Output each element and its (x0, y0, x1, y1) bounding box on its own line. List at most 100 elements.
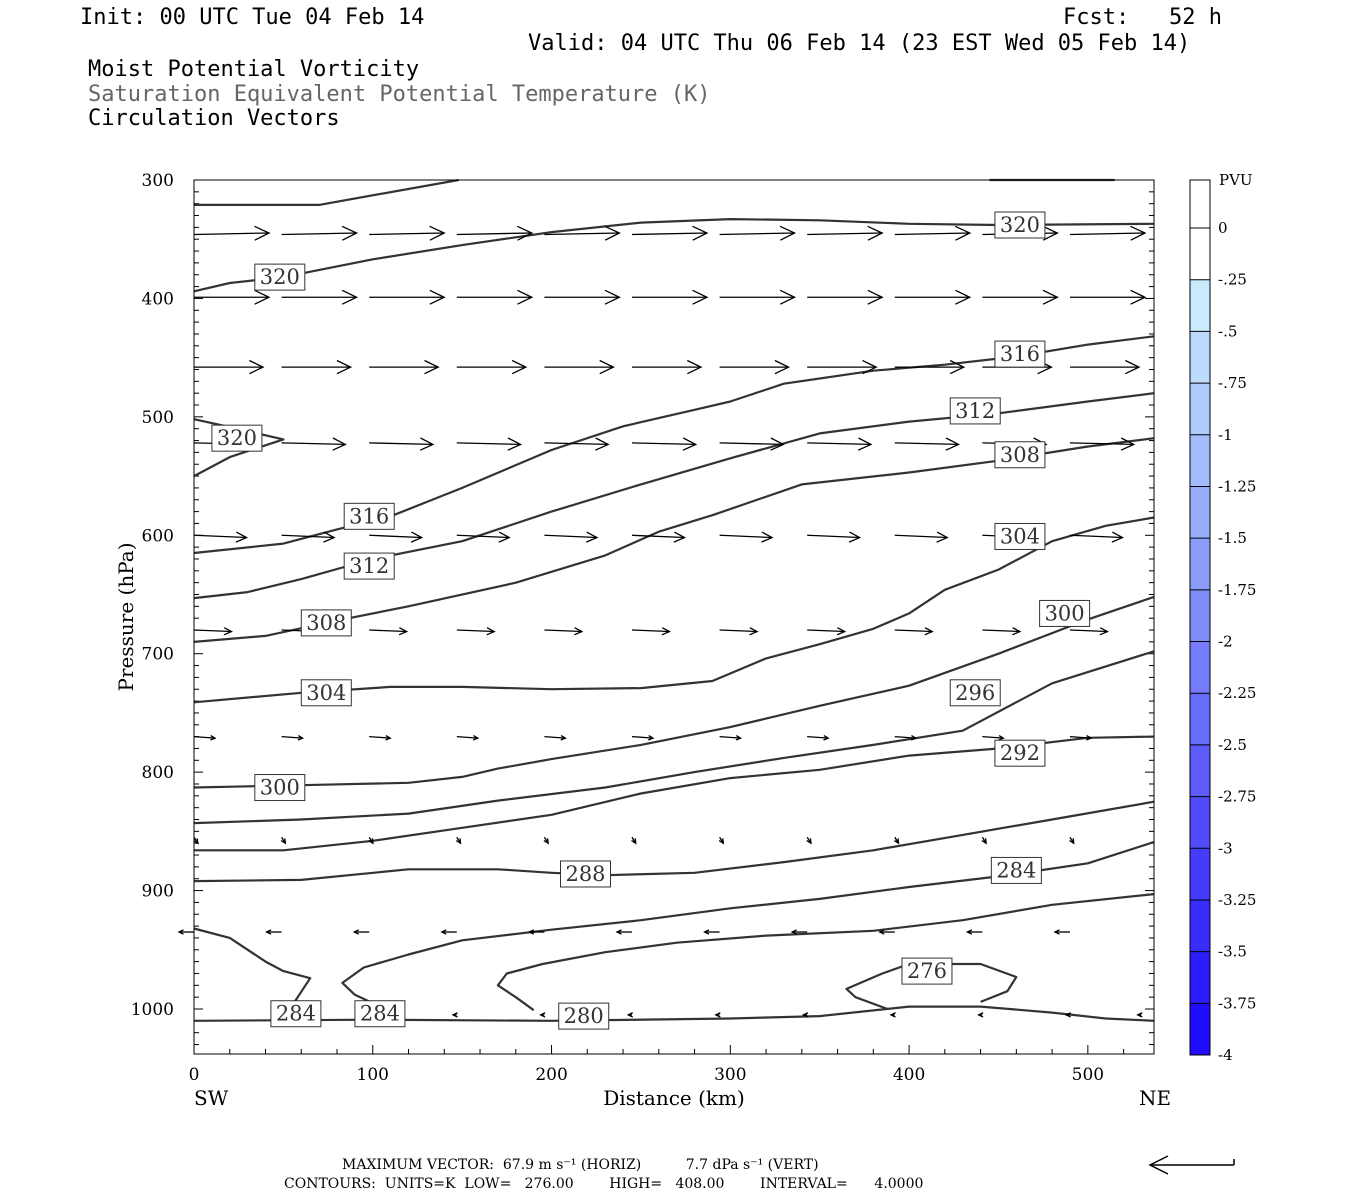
contour-label-box (300, 679, 352, 707)
contour-label: 304 (306, 681, 346, 705)
colorbar-cell (1190, 486, 1210, 539)
contour-label-box (994, 739, 1046, 767)
colorbar-label: -1.25 (1218, 477, 1256, 495)
circulation-vector (894, 359, 966, 375)
contour-label-box (254, 774, 306, 802)
y-tick-label: 400 (142, 289, 174, 309)
circulation-vector (626, 1012, 634, 1018)
colorbar-cell (1190, 538, 1210, 590)
colorbar-label: -.5 (1218, 322, 1237, 340)
circulation-vector (631, 531, 686, 543)
contour-label: 308 (306, 611, 346, 635)
colorbar-label: -3.75 (1218, 994, 1256, 1012)
circulation-vector (456, 225, 534, 241)
circulation-vector (806, 836, 812, 845)
contour-label: 316 (349, 504, 389, 528)
maximum-vector-note: MAXIMUM VECTOR: 67.9 m s⁻¹ (HORIZ) 7.7 d… (342, 1157, 819, 1173)
y-tick-label: 300 (142, 171, 174, 191)
circulation-vector (456, 289, 534, 305)
y-tick-label: 800 (142, 763, 174, 783)
contour-line (193, 595, 1155, 789)
right-endpoint-label: NE (1139, 1086, 1171, 1110)
contour-line (496, 893, 1155, 1012)
circulation-vector (369, 437, 435, 451)
contour-label: 276 (907, 959, 947, 983)
circulation-vector (631, 836, 637, 845)
circulation-vector (1069, 289, 1147, 305)
circulation-vector (265, 929, 282, 935)
colorbar-label: -2 (1218, 633, 1233, 651)
colorbar-cell (1190, 1003, 1210, 1055)
tick-labels: 0 100 200 300 400 500 300 400 500 600 700 800 900 100… (131, 171, 1104, 1085)
circulation-vector (893, 836, 900, 845)
x-axis-label: Distance (km) (603, 1086, 745, 1110)
circulation-vector (790, 929, 808, 935)
y-tick-label: 900 (142, 882, 174, 902)
circulation-vector (369, 225, 446, 241)
circulation-vector (982, 627, 1022, 636)
circulation-vector (977, 1012, 984, 1018)
circulation-vector (281, 735, 305, 741)
circulation-vector (631, 289, 709, 305)
circulation-vector (894, 531, 949, 543)
field-title-mpv: Moist Potential Vorticity (88, 57, 420, 82)
circulation-vector (982, 289, 1059, 305)
contour-label: 284 (360, 1002, 400, 1026)
circulation-vector (1064, 1012, 1072, 1018)
circulation-vector (1069, 437, 1136, 451)
circulation-vector (281, 437, 347, 451)
circulation-vector (281, 359, 353, 375)
circulation-vector (177, 929, 194, 935)
circulation-vector (544, 225, 621, 241)
contour-line (193, 927, 312, 1007)
x-tick-label: 0 (189, 1065, 200, 1085)
colorbar-label: -1 (1218, 426, 1233, 444)
colorbar-cell (1190, 279, 1210, 332)
contour-line (194, 178, 459, 206)
contour-label-box (994, 211, 1046, 239)
circulation-vector (544, 289, 621, 305)
field-title-vectors: Circulation Vectors (88, 106, 340, 131)
x-tick-label: 200 (535, 1065, 567, 1085)
contour-label: 316 (1000, 342, 1040, 366)
contour-lines (193, 178, 1155, 1022)
contour-line (193, 516, 1155, 704)
contour-label: 288 (565, 862, 605, 886)
contour-label-box (270, 1000, 322, 1028)
colorbar-label: -3 (1218, 839, 1233, 857)
colorbar-cell (1190, 693, 1210, 745)
circulation-vector (451, 1012, 458, 1018)
circulation-vector (193, 627, 233, 636)
colorbar-label: -3.5 (1218, 943, 1247, 961)
circulation-vector (456, 359, 528, 375)
colorbar-cell (1190, 641, 1210, 694)
colorbar-cell (1190, 434, 1210, 487)
circulation-vector (631, 437, 698, 451)
contour-label: 280 (564, 1004, 604, 1028)
contour-label-box (994, 522, 1046, 550)
circulation-vector (807, 627, 847, 636)
contour-label: 292 (1000, 741, 1040, 765)
circulation-vector (281, 531, 336, 543)
colorbar-title: PVU (1219, 171, 1253, 189)
circulation-vector (456, 735, 480, 741)
circulation-vector (193, 225, 271, 241)
circulation-vector (194, 289, 271, 305)
circulation-vector (544, 437, 610, 451)
circulation-vector (807, 531, 862, 543)
y-tick-label: 700 (142, 645, 174, 665)
circulation-vectors (177, 225, 1147, 1018)
colorbar-cell (1190, 848, 1210, 900)
colorbar-cell (1190, 796, 1210, 849)
colorbar-label: -2.75 (1218, 788, 1256, 806)
colorbar-cell (1190, 228, 1210, 280)
circulation-vector (440, 929, 457, 935)
init-time: Init: 00 UTC Tue 04 Feb 14 (80, 5, 425, 30)
x-tick-label: 100 (357, 1065, 389, 1085)
forecast-hour: Fcst: 52 h (1063, 5, 1222, 30)
contour-label-box (343, 552, 395, 580)
contour-label-box (558, 1002, 610, 1030)
x-tick-label: 400 (893, 1065, 925, 1085)
circulation-vector (369, 359, 440, 375)
contour-label: 320 (217, 426, 257, 450)
